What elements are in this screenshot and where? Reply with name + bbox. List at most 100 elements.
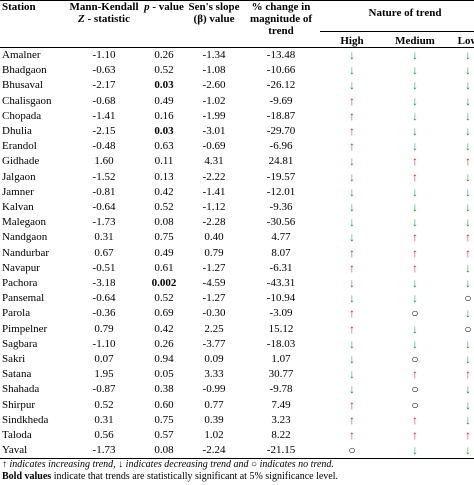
table-cell: -1.02 [202,94,226,107]
trend-symbol: ○ [464,321,472,336]
table-cell: 0.31 [94,231,114,244]
trend-symbol: ○ [411,382,419,397]
header-cell: Sen's slope (β) value [186,0,242,48]
header-cell: Low [446,31,474,48]
trend-symbol: ↓ [412,93,418,108]
table-cell: -0.51 [92,261,116,274]
table-cell: -3.01 [202,125,226,138]
trend-symbol: ↑ [349,93,355,108]
table-cell: Sagbara [2,337,38,350]
table-cell: 0.75 [154,413,174,426]
trend-symbol: ○ [411,306,419,321]
table-cell: Gidhade [2,155,40,168]
table-cell: -13.48 [266,49,296,61]
table-cell: -0.64 [92,201,116,214]
table-cell: Nandgaon [2,231,48,244]
trend-symbol: ↓ [349,78,355,93]
table-cell: 30.77 [268,368,294,381]
table-cell: -2.28 [202,216,226,229]
table-cell: -12.01 [266,185,296,198]
table-cell: 0.77 [204,398,224,411]
table-cell: 1.95 [94,368,114,381]
trend-symbol: ↓ [349,200,355,215]
table-row: Sindkheda 0.31 0.75 0.39 3.23 ↑ ↑ ↓ [0,413,474,428]
trend-symbol: ↑ [412,260,418,275]
table-cell: Malegaon [2,216,46,229]
header-text: Station [2,1,36,13]
table-cell: -0.63 [92,64,116,77]
trend-symbol: ↑ [412,245,418,260]
table-cell: -2.22 [202,170,226,183]
header-cell: p - value [142,0,186,48]
trend-symbol: ↓ [465,139,472,154]
table-row: Pansemal -0.64 0.52 -1.27 -10.94 ↓ ↓ ○ [0,291,474,306]
table-cell: -1.27 [202,261,226,274]
table-cell: -1.34 [202,49,226,61]
trend-symbol: ↓ [384,443,446,460]
table-cell: 8.22 [271,429,291,442]
table-cell: -2.24 [186,443,242,460]
trend-symbol: ↓ [349,367,355,382]
trend-symbol: ↓ [412,276,418,291]
table-cell: Pimpelner [2,322,48,335]
table-cell: 7.49 [271,398,291,411]
trend-symbol: ↓ [465,48,472,62]
table-row: Sagbara -1.10 0.26 -3.77 -18.03 ↓ ↓ ↓ [0,337,474,352]
trend-symbol: ↓ [465,200,472,215]
table-cell: 0.03 [154,79,174,92]
table-cell: Shahada [2,383,40,396]
table-cell: Sakri [2,353,26,366]
header-cell: Medium [384,31,446,48]
header-cell: % change in magnitude of trend [242,0,320,48]
table-cell: 0.49 [154,94,174,107]
table-cell: 0.002 [151,277,177,290]
trend-symbol: ↓ [349,184,355,199]
trend-symbol: ○ [464,291,472,306]
table-cell: Kalvan [2,201,34,214]
trend-symbol: ↓ [465,78,472,93]
table-body: Amalner -1.10 0.26 -1.34 -13.48 ↓ ↓ ↓ Bhadgaon -0… [0,48,474,460]
trend-symbol: ↑ [349,139,355,154]
trend-symbol: ↓ [465,124,472,139]
table-cell: Sindkheda [2,413,49,426]
trend-symbol: ↓ [412,108,418,123]
table-cell: -21.15 [242,443,320,460]
table-cell: Yaval [0,443,66,460]
trend-symbol: ↑ [412,412,418,427]
table-cell: 0.69 [154,307,174,320]
table-cell: -6.31 [269,261,293,274]
table-cell: -0.30 [202,307,226,320]
trend-symbol: ↑ [465,367,472,382]
table-row: Kalvan -0.64 0.52 -1.12 -9.36 ↓ ↓ ↓ [0,200,474,215]
table-cell: 0.42 [154,322,174,335]
table-cell: 0.05 [154,368,174,381]
footnote-line: Bold values indicate that trends are sta… [2,471,474,483]
trend-symbol: ↓ [465,276,472,291]
table-row: Yaval -1.73 0.08 -2.24 -21.15 ○ ↓ ↓ [0,443,474,460]
header-row: High Medium Low [0,31,474,48]
header-cell: High [320,31,384,48]
header-text: Mann-Kendall [69,1,139,13]
table-cell: -9.78 [269,383,293,396]
table-cell: Taloda [2,429,32,442]
table-row: Gidhade 1.60 0.11 4.31 24.81 ↓ ↑ ↑ [0,154,474,169]
table-cell: -3.09 [269,307,293,320]
trend-symbol: ○ [411,352,419,367]
table-cell: 24.81 [268,155,294,168]
trend-symbol: ↓ [465,382,472,397]
trend-symbol: ↑ [349,321,355,336]
header-cell: Mann-Kendall Z - statistic [66,0,142,48]
table-cell: 0.57 [154,429,174,442]
table-cell: 0.38 [154,383,174,396]
trend-symbol: ↓ [465,93,472,108]
table-cell: Pansemal [2,292,45,305]
table-cell: -3.18 [92,277,116,290]
table-cell: -1.12 [202,201,226,214]
table-row: Bhusaval -2.17 0.03 -2.60 -26.12 ↓ ↓ ↓ [0,78,474,93]
table-cell: 3.23 [271,413,291,426]
table-cell: 0.42 [154,185,174,198]
table-cell: -26.12 [266,79,296,92]
table-row: Satana 1.95 0.05 3.33 30.77 ↓ ↑ ↑ [0,367,474,382]
table-cell: -1.10 [92,337,116,350]
table-cell: Chopada [2,109,42,122]
